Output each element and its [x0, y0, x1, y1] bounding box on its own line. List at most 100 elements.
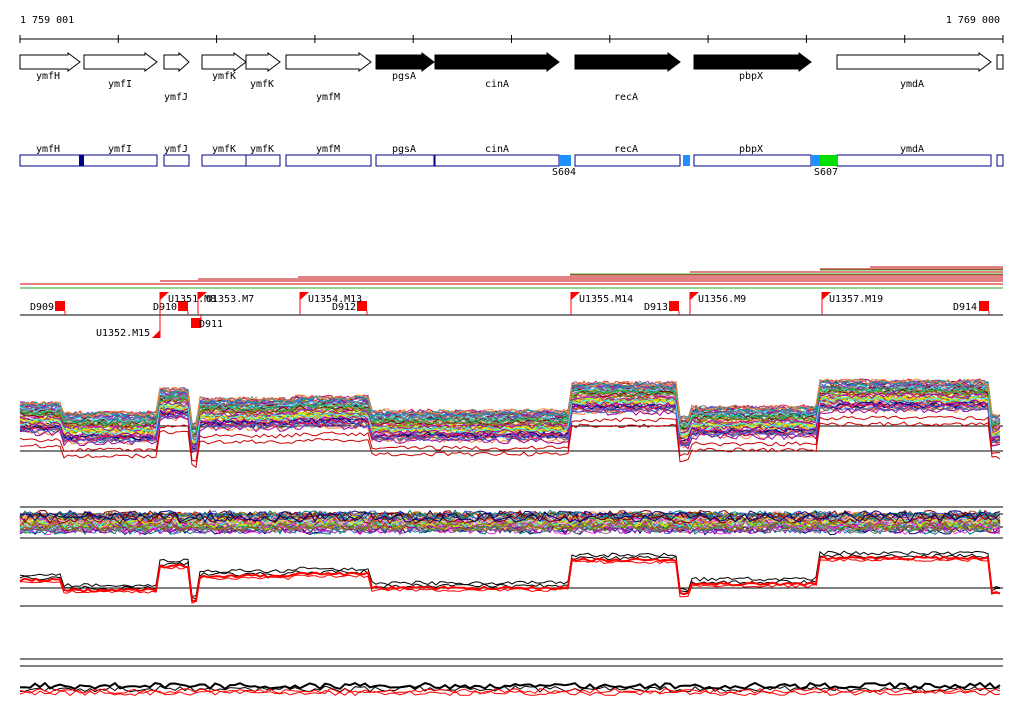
downstream-marker[interactable] [178, 301, 188, 311]
segment-box-ymdA[interactable] [836, 154, 992, 167]
coord-start-label: 1 759 001 [20, 15, 74, 26]
upstream-flag[interactable] [160, 292, 169, 300]
upstream-label: U1357.M19 [829, 294, 883, 305]
downstream-marker[interactable] [191, 318, 201, 328]
gene-stub-box [996, 54, 1004, 70]
segment-box-ymfJ[interactable] [163, 154, 190, 167]
downstream-label: D913 [644, 302, 668, 313]
downstream-marker[interactable] [669, 301, 679, 311]
upstream-label: U1356.M9 [698, 294, 746, 305]
gene-label-pgsA: pgsA [392, 71, 416, 82]
upstream-flag[interactable] [198, 292, 207, 300]
downstream-label: D910 [153, 302, 177, 313]
upstream-label: U1351.M8 [168, 294, 216, 305]
summary-trace-red [19, 555, 1001, 602]
bottom-trace-red [19, 687, 1001, 695]
gene-label-ymfK: ymfK [250, 79, 274, 90]
feature-marker-track: D909 D910 D911 D912 D913 D914 U1351.M8 U1352.M1… [20, 292, 1003, 339]
site-block-small[interactable] [683, 155, 690, 166]
gene-label-ymfI: ymfI [108, 79, 132, 90]
site-block-s607-blue[interactable] [811, 155, 820, 166]
site-label-s604: S604 [552, 167, 576, 178]
segment-label-ymdA: ymdA [900, 144, 924, 155]
signal-trace [19, 513, 1001, 526]
segment-box-ymfM[interactable] [285, 154, 372, 167]
gene-arrow-pbpX[interactable] [693, 52, 812, 72]
gene-arrow-ymfI[interactable] [83, 52, 158, 72]
upstream-flag[interactable] [571, 292, 580, 300]
downstream-label: D912 [332, 302, 356, 313]
downstream-marker[interactable] [979, 301, 989, 311]
site-block-s604[interactable] [559, 155, 571, 166]
segment-label-ymfK: ymfK [250, 144, 274, 155]
signal-plot-secondary [19, 506, 1003, 539]
signal-trace [19, 379, 1001, 430]
bottom-trace-black [19, 681, 1001, 691]
signal-trace [19, 510, 1001, 522]
gene-arrow-ymdA[interactable] [836, 52, 992, 72]
gene-label-cinA: cinA [485, 79, 509, 90]
gene-label-pbpX: pbpX [739, 71, 763, 82]
signal-plot-bottom [19, 658, 1003, 697]
segment-label-recA: recA [614, 144, 638, 155]
gene-arrow-ymfM[interactable] [285, 52, 372, 72]
upstream-flag[interactable] [822, 292, 831, 300]
upstream-label: U1355.M14 [579, 294, 633, 305]
site-block-s607-green[interactable] [820, 155, 837, 166]
segment-label-ymfK: ymfK [212, 144, 236, 155]
segment-label-ymfM: ymfM [316, 144, 340, 155]
signal-trace [19, 379, 1001, 428]
summary-trace-red [19, 557, 1001, 604]
downstream-label: D914 [953, 302, 977, 313]
coordinate-ruler [19, 35, 1004, 43]
signal-trace [19, 378, 1001, 428]
downstream-label: D909 [30, 302, 54, 313]
upstream-flag[interactable] [300, 292, 309, 300]
gene-arrow-pgsA[interactable] [375, 52, 435, 72]
segment-box-pgsA[interactable] [375, 154, 435, 167]
segment-box-ymfK[interactable] [201, 154, 247, 167]
upstream-label: U1352.M15 [96, 328, 150, 339]
signal-trace [19, 399, 1001, 449]
coord-end-label: 1 769 000 [946, 15, 1000, 26]
gene-arrow-ymfJ[interactable] [163, 51, 190, 73]
segment-label-pbpX: pbpX [739, 144, 763, 155]
gene-label-recA: recA [614, 92, 638, 103]
downstream-label: D911 [199, 319, 223, 330]
segment-label-cinA: cinA [485, 144, 509, 155]
signal-trace [19, 519, 1001, 532]
site-label-s607: S607 [814, 167, 838, 178]
gene-arrow-ymfK[interactable] [201, 52, 247, 72]
upstream-flag[interactable] [152, 330, 160, 338]
segment-box-cinA[interactable] [434, 154, 560, 167]
segment-box-recA[interactable] [574, 154, 681, 167]
downstream-marker[interactable] [55, 301, 65, 311]
upstream-label: U1353.M7 [206, 294, 254, 305]
signal-trace-low [19, 415, 1001, 462]
gene-arrow-ymfK[interactable] [245, 52, 281, 72]
signal-trace-low [19, 421, 1001, 469]
gene-arrow-ymfH[interactable] [19, 52, 81, 72]
signal-trace [19, 406, 1001, 453]
segment-label-pgsA: pgsA [392, 144, 416, 155]
segment-box-ymfK[interactable] [245, 154, 281, 167]
signal-trace [19, 396, 1001, 443]
signal-trace [19, 389, 1001, 438]
segment-box-ymfH[interactable] [19, 154, 158, 167]
gene-label-ymfM: ymfM [316, 92, 340, 103]
signal-trace [19, 404, 1001, 451]
upstream-label: U1354.M13 [308, 294, 362, 305]
summary-trace-black [19, 550, 1001, 597]
upstream-flag[interactable] [690, 292, 699, 300]
signal-trace [19, 511, 1001, 524]
segment-box-pbpX[interactable] [693, 154, 812, 167]
downstream-marker[interactable] [357, 301, 367, 311]
bottom-trace-red [19, 689, 1001, 697]
segment-stub-box [996, 154, 1004, 167]
gene-label-ymfJ: ymfJ [164, 92, 188, 103]
segment-label-ymfH: ymfH [36, 144, 60, 155]
gene-arrow-recA[interactable] [574, 52, 681, 72]
gene-arrow-track: ymfH ymfI ymfJ ymfK ymfK ymfM pgsA cinA recA pbpX… [19, 51, 1004, 103]
gene-arrow-cinA[interactable] [434, 52, 560, 72]
